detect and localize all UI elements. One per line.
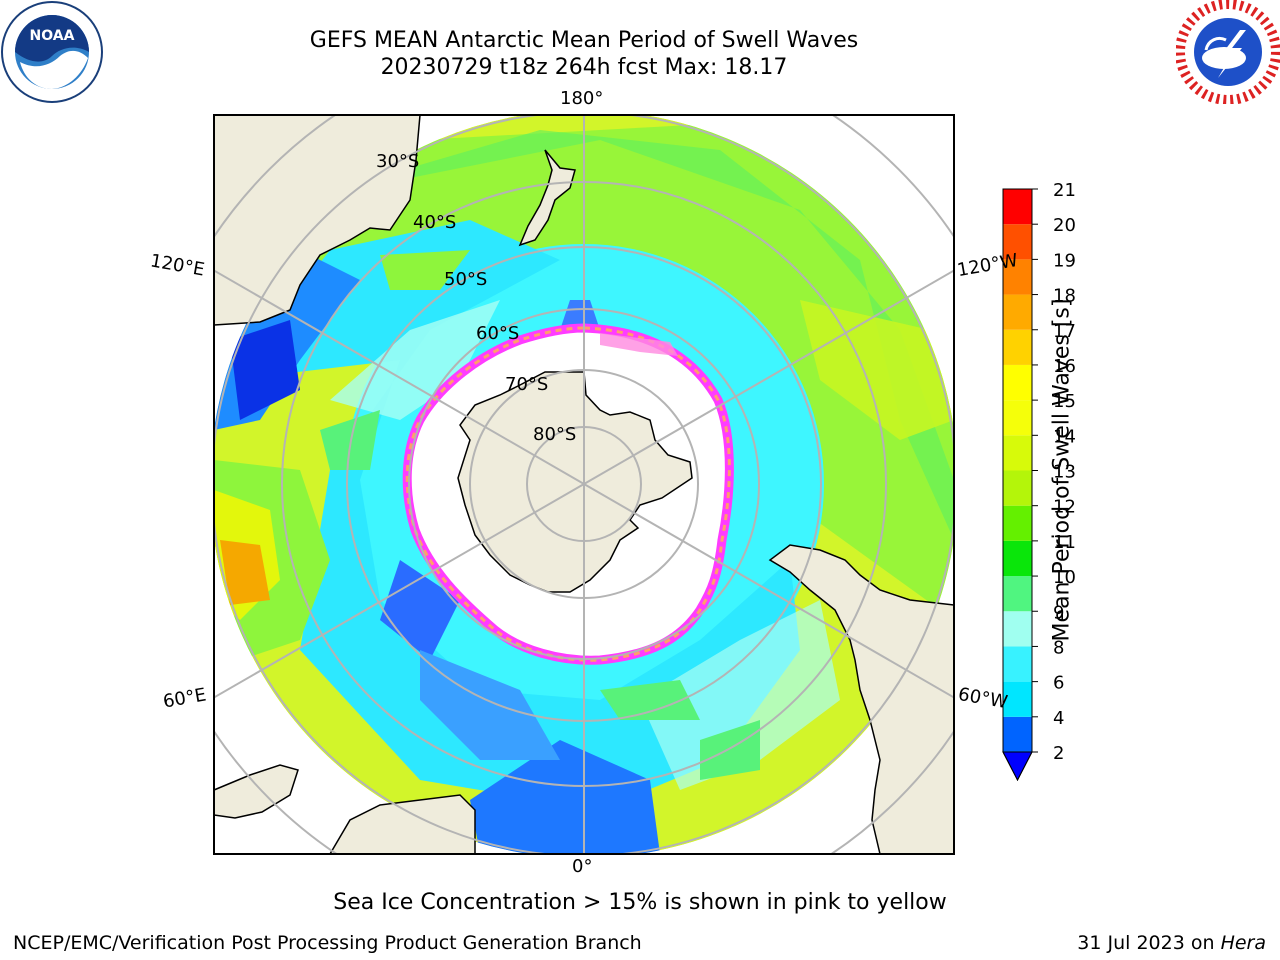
figure-title: GEFS MEAN Antarctic Mean Period of Swell… [309,28,859,53]
colorbar-tick-label: 13 [1053,462,1076,483]
lon-label-180: 180° [560,88,604,109]
colorbar-segment [1003,646,1032,682]
footer-date-text: 31 Jul 2023 on [1077,932,1221,954]
lat-label-80s: 80°S [533,424,577,445]
colorbar-segment [1003,189,1032,225]
colorbar-tick-label: 6 [1053,673,1064,694]
colorbar-tick-label: 20 [1053,215,1076,236]
colorbar-tick-label: 15 [1053,391,1076,412]
colorbar-segment [1003,400,1032,436]
colorbar: 2 4 6 8 9 10 11 12 13 14 15 16 17 18 19 20 21 [1002,180,1076,782]
colorbar-tick-label: 16 [1053,356,1076,377]
madagascar-landmass [214,764,299,819]
australia-landmass [214,115,421,326]
colorbar-tick-label: 8 [1053,637,1064,658]
colorbar-tick-label: 19 [1053,250,1076,271]
lat-label-50s: 50°S [444,269,488,290]
noaa-logo-text: NOAA [30,28,75,44]
colorbar-segment [1003,540,1032,577]
colorbar-segment [1003,435,1032,471]
lon-label-0: 0° [572,856,593,877]
africa-landmass [329,794,476,854]
colorbar-tick-label: 17 [1053,321,1076,342]
footer-machine: Hera [1220,932,1266,954]
antarctica-landmass [457,371,693,593]
colorbar-extend-arrow [1002,751,1033,782]
colorbar-tick-label: 9 [1053,602,1064,623]
noaa-logo-icon: NOAA [1,1,103,103]
map-area [214,115,954,854]
colorbar-segment [1003,329,1032,365]
figure-subtitle-forecast: 20230729 t18z 264h fcst Max: 18.17 [380,55,788,80]
colorbar-frame [1002,188,1033,782]
sea-ice-note: Sea Ice Concentration > 15% is shown in … [333,890,947,915]
colorbar-segment [1003,716,1032,752]
colorbar-segment [1003,505,1032,541]
colorbar-tick-label: 10 [1053,567,1076,588]
colorbar-tick-label: 2 [1053,743,1064,764]
nws-logo-icon [1176,0,1280,104]
colorbar-segment [1003,681,1032,717]
colorbar-segment [1003,576,1032,612]
colorbar-segment [1003,224,1032,260]
colorbar-segment [1003,259,1032,295]
footer-date: 31 Jul 2023 on Hera [1077,932,1266,954]
colorbar-segment [1003,470,1032,506]
colorbar-segment [1003,294,1032,330]
colorbar-tick-label: 21 [1053,180,1076,201]
colorbar-segment [1003,364,1032,401]
colorbar-tick-label: 18 [1053,286,1076,307]
lat-label-30s: 30°S [376,151,420,172]
colorbar-tick-label: 14 [1053,426,1076,447]
footer-producer: NCEP/EMC/Verification Post Processing Pr… [13,932,642,954]
colorbar-tick-label: 11 [1053,532,1076,553]
map-frame [213,114,955,855]
colorbar-segment [1003,611,1032,647]
south-america-landmass [768,544,954,854]
lat-label-60s: 60°S [476,323,520,344]
colorbar-label: Mean Period of Swell Waves [s] [1049,298,1075,642]
lat-label-40s: 40°S [413,212,457,233]
lat-label-70s: 70°S [505,374,549,395]
graticule [214,115,954,854]
colorbar-tick-label: 4 [1053,708,1064,729]
colorbar-tick-label: 12 [1053,497,1076,518]
